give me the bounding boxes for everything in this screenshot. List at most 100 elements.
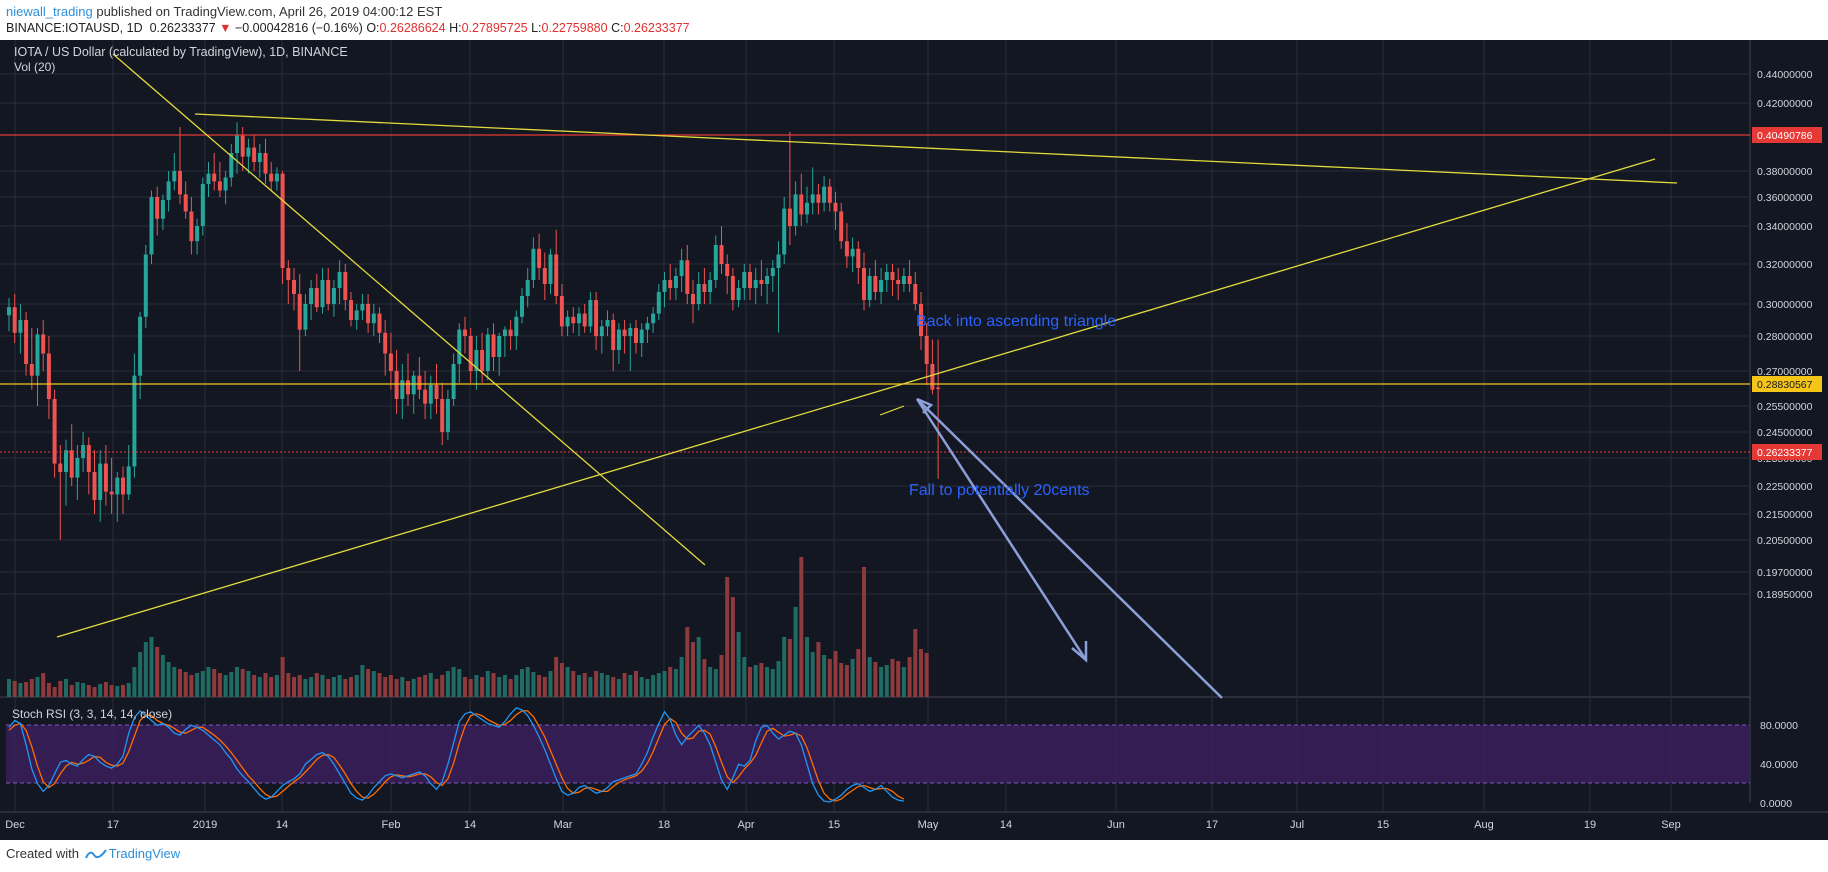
time-axis[interactable]: Dec 17 2019 14 Feb 14 Mar 18 Apr 15 May 14 Jun 17 Jul 1…	[5, 819, 1681, 831]
candle-body	[246, 147, 251, 157]
candle-body	[58, 463, 63, 472]
price-tick-label: 0.32000000	[1757, 259, 1813, 271]
candle-body	[776, 254, 781, 268]
candle-body	[730, 276, 735, 300]
volume-bar	[149, 637, 154, 697]
price-tick-label: 0.18950000	[1757, 589, 1813, 601]
candle-body	[457, 329, 462, 364]
volume-bar	[628, 675, 633, 697]
candle-body	[406, 380, 410, 395]
volume-bar	[81, 683, 86, 697]
volume-bar	[548, 671, 553, 697]
volume-bar	[206, 667, 211, 697]
candle-body	[497, 336, 502, 357]
candle-body	[514, 316, 519, 336]
high-label: H:	[449, 21, 462, 35]
candle-body	[212, 173, 217, 182]
time-tick-label: Sep	[1661, 819, 1681, 831]
volume-bar	[103, 682, 108, 697]
volume-bar	[166, 662, 171, 697]
candle-body	[411, 375, 416, 395]
volume-bar	[366, 669, 371, 697]
oscillator-axis[interactable]: 80.0000 40.0000 0.0000	[1760, 720, 1798, 810]
volume-bar	[286, 673, 291, 697]
candle-body	[628, 328, 633, 336]
price-chart[interactable]: IOTA / US Dollar (calculated by TradingV…	[0, 40, 1828, 840]
volume-bar	[862, 567, 866, 697]
volume-bar	[565, 667, 570, 697]
volume-bar	[782, 637, 787, 697]
candle-body	[787, 208, 792, 226]
volume-bar	[525, 667, 530, 697]
volume-bar	[29, 679, 34, 697]
author-link[interactable]: niewall_trading	[6, 4, 93, 19]
candle-body	[109, 491, 114, 495]
candle-body	[18, 320, 23, 333]
volume-bar	[520, 669, 524, 697]
candle-body	[394, 371, 399, 399]
stoch-k-line	[8, 707, 905, 803]
volume-bar	[377, 673, 382, 697]
price-tag: 0.28830567	[1752, 376, 1822, 392]
volume-bar	[497, 677, 502, 697]
volume-bar	[274, 675, 279, 697]
time-tick-label: 14	[1000, 819, 1012, 831]
candle-body	[434, 385, 439, 399]
time-tick-label: 19	[1584, 819, 1596, 831]
volume-bar	[269, 677, 274, 697]
candle-body	[765, 276, 770, 284]
candle-body	[331, 288, 336, 304]
candle-body	[383, 332, 388, 354]
candle-body	[816, 194, 821, 203]
candle-body	[423, 389, 428, 404]
candle-body	[480, 350, 485, 371]
volume-bar	[132, 667, 137, 697]
volume-bar	[730, 597, 735, 697]
candle-body	[850, 248, 855, 257]
candle-body	[588, 300, 593, 327]
candle-body	[884, 272, 889, 280]
price-tick-label: 0.44000000	[1757, 69, 1813, 81]
candle-body	[525, 280, 530, 296]
volume-bar	[354, 675, 359, 697]
candle-body	[98, 463, 103, 500]
candle-body	[468, 336, 473, 371]
time-tick-label: Aug	[1474, 819, 1494, 831]
candle-body	[115, 477, 120, 495]
volume-bar	[263, 673, 268, 697]
volume-bar	[582, 673, 587, 697]
volume-bar	[725, 577, 730, 697]
volume-bar	[485, 671, 490, 697]
chart-background	[0, 40, 1828, 840]
volume-bar	[126, 683, 131, 697]
volume-bar	[508, 679, 513, 697]
tradingview-link[interactable]: TradingView	[108, 846, 181, 861]
time-tick-label: 15	[828, 819, 840, 831]
oscillator-label: Stoch RSI (3, 3, 14, 14, close)	[12, 707, 172, 721]
symbol-label: BINANCE:IOTAUSD, 1D	[6, 21, 143, 35]
volume-bars	[7, 557, 929, 697]
candle-body	[52, 399, 57, 464]
volume-bar	[155, 647, 160, 697]
candle-body	[280, 173, 285, 268]
candle-body	[400, 380, 405, 399]
volume-bar	[423, 675, 428, 697]
volume-bar	[907, 657, 912, 697]
price-tag: 0.26233377	[1752, 444, 1822, 460]
volume-bar	[787, 639, 792, 697]
volume-bar	[599, 673, 604, 697]
volume-bar	[371, 671, 376, 697]
candle-body	[719, 245, 724, 264]
volume-bar	[252, 675, 257, 697]
volume-bar	[212, 669, 217, 697]
candle-body	[913, 284, 918, 304]
candle-body	[713, 245, 718, 280]
open-label: O:	[366, 21, 380, 35]
candle-body	[554, 254, 559, 296]
candle-body	[223, 177, 228, 191]
price-axis[interactable]: 0.440000000.420000000.400000000.38000000…	[1752, 69, 1822, 601]
volume-bar	[52, 687, 57, 697]
volume-bar	[616, 679, 621, 697]
candle-body	[770, 268, 775, 276]
candle-body	[805, 202, 809, 215]
